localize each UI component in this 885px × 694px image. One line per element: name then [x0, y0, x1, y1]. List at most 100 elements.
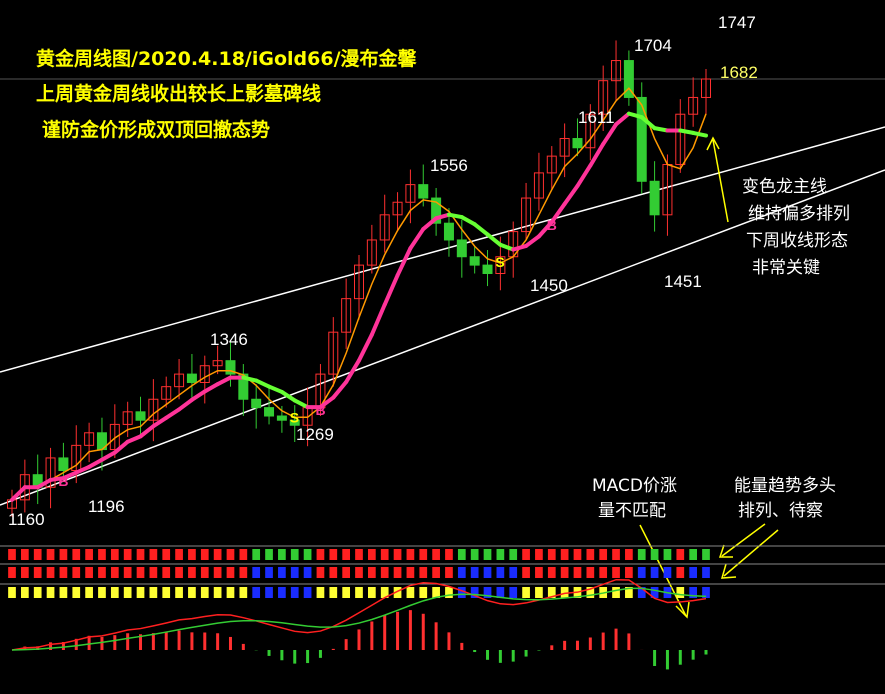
- strip-bar: [278, 587, 286, 598]
- strip-bar: [33, 567, 42, 578]
- strip-bar: [175, 587, 183, 598]
- strip-bar: [252, 587, 261, 598]
- strip-bar: [406, 587, 415, 598]
- candle-body: [212, 360, 223, 367]
- candle-body: [533, 172, 544, 199]
- strip-bar: [535, 567, 543, 578]
- strip-bar: [535, 587, 543, 598]
- strip-bar: [98, 567, 106, 578]
- dragon-line-segment: [164, 407, 182, 420]
- dragon-line-segment: [292, 398, 310, 410]
- signal-b: B: [547, 217, 557, 233]
- candle-body: [469, 256, 480, 266]
- strip-bar: [560, 567, 569, 578]
- strip-bar: [342, 587, 351, 598]
- strip-bar: [483, 587, 492, 598]
- strip-bar: [252, 567, 261, 578]
- strip-bar: [470, 567, 479, 578]
- dragon-line-segment: [254, 378, 272, 389]
- strip-bar: [136, 567, 145, 578]
- strip-bar: [20, 567, 29, 578]
- dragon-line-segment: [189, 389, 207, 402]
- strip-bar: [278, 567, 286, 578]
- strip-bar: [200, 587, 209, 598]
- strip-bar: [599, 567, 608, 578]
- strip-bar: [303, 587, 312, 598]
- dragon-line-segment: [678, 128, 696, 135]
- candle-body: [354, 264, 364, 300]
- dragon-line-segment: [177, 397, 194, 412]
- strip-bar: [72, 549, 81, 560]
- strip-bar: [72, 587, 81, 598]
- strip-bar: [625, 587, 633, 598]
- strip-bar: [316, 549, 325, 560]
- strip-bar: [637, 549, 646, 560]
- channel-upper: [0, 126, 885, 373]
- candle-body: [122, 411, 133, 425]
- strip-bar: [188, 567, 196, 578]
- strip-bar: [663, 567, 672, 578]
- candle-body: [379, 214, 390, 241]
- dragon-line-segment: [472, 222, 490, 237]
- strip-bar: [380, 567, 389, 578]
- strip-bar: [702, 549, 710, 560]
- strip-bar: [509, 567, 518, 578]
- strip-bar: [637, 567, 646, 578]
- candle-body: [174, 373, 185, 388]
- strip-bar: [72, 567, 81, 578]
- candle-body: [199, 365, 210, 383]
- signal-s: S: [290, 409, 299, 425]
- dragon-line-segment: [112, 439, 130, 455]
- dragon-line-segment: [434, 212, 451, 221]
- strip-bar: [162, 549, 171, 560]
- fast-ma-line: [11, 87, 707, 501]
- macd-panel: [11, 578, 708, 670]
- arrow-macd: [639, 524, 687, 617]
- candle-body: [289, 419, 300, 426]
- dragon-line-segment: [639, 115, 657, 131]
- strip-bar: [20, 587, 29, 598]
- strip-bar: [483, 549, 492, 560]
- candle-body: [572, 138, 583, 149]
- strip-bar: [355, 567, 363, 578]
- candle-body: [109, 423, 120, 451]
- strip-bar: [316, 587, 325, 598]
- strip-bar: [239, 587, 248, 598]
- strip-bar: [342, 567, 351, 578]
- dragon-line-segment: [549, 201, 567, 225]
- arrow-energy-2-head: [720, 563, 737, 579]
- strip-bar: [188, 549, 196, 560]
- strip-bar: [509, 587, 518, 598]
- strip-bar: [573, 549, 582, 560]
- dragon-line-segment: [87, 457, 104, 469]
- price-labels: 1160 1196 1346 1269 1556 1450 1611 1451 …: [8, 13, 758, 529]
- strip-bar: [637, 587, 646, 598]
- dragon-line-segment: [421, 216, 439, 232]
- strip-bar: [573, 567, 582, 578]
- dragon-line-segment: [691, 130, 708, 138]
- strip-bar: [650, 549, 659, 560]
- strip-bar: [33, 549, 42, 560]
- strip-bar: [547, 567, 556, 578]
- price-label-1196: 1196: [88, 497, 125, 516]
- candle-body: [649, 180, 660, 216]
- strip-bar: [123, 567, 132, 578]
- strip-bar: [8, 587, 16, 598]
- candle-body: [418, 184, 429, 199]
- strip-bar: [149, 587, 158, 598]
- strip-bar: [676, 587, 685, 598]
- candle-body: [623, 60, 634, 98]
- dragon-line-segment: [151, 415, 169, 429]
- dragon-line-segment: [614, 111, 631, 127]
- dragon-line-segment: [562, 183, 580, 206]
- strip-bar: [547, 549, 556, 560]
- dragon-line-segment: [511, 243, 529, 252]
- strip-bar: [535, 549, 543, 560]
- price-label-1747: 1747: [718, 13, 756, 32]
- dragon-line-segment: [357, 332, 374, 363]
- arrow-macd-head: [675, 601, 690, 619]
- strip-bar: [265, 587, 273, 598]
- signal-b: B: [315, 402, 325, 418]
- strip-bar: [676, 549, 685, 560]
- strip-bar: [162, 567, 171, 578]
